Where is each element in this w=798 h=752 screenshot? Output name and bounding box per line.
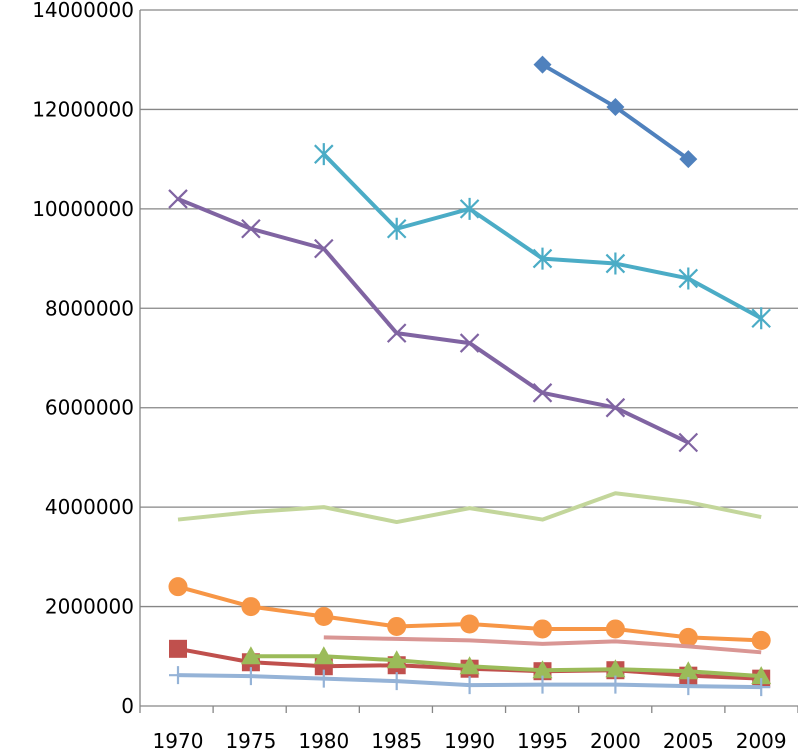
x-tick-labels: 1970 1975 1980 1985 1990 1995 2000 2005 2009 xyxy=(139,706,798,752)
series-line xyxy=(250,654,762,679)
data-point xyxy=(241,218,261,239)
data-point xyxy=(387,616,407,636)
series-group xyxy=(168,55,772,697)
data-point xyxy=(240,646,261,665)
y-tick-label: 12000000 xyxy=(32,97,134,121)
data-point xyxy=(169,639,187,658)
data-point xyxy=(678,432,699,453)
x-tick-label: 1985 xyxy=(371,729,422,752)
data-point xyxy=(533,55,552,74)
data-point xyxy=(606,675,625,694)
data-point xyxy=(459,197,480,220)
data-point xyxy=(678,267,699,290)
data-point xyxy=(679,150,698,169)
data-point xyxy=(314,607,334,627)
data-point xyxy=(751,307,771,330)
data-point xyxy=(532,247,553,270)
data-point xyxy=(606,97,625,116)
data-point xyxy=(678,661,699,680)
data-point xyxy=(605,659,626,678)
data-point xyxy=(460,676,479,695)
series-4 xyxy=(168,189,699,453)
data-point xyxy=(533,675,552,694)
data-point xyxy=(386,323,407,343)
data-point xyxy=(168,189,188,209)
x-tick-label: 2005 xyxy=(663,729,714,752)
series-line xyxy=(177,197,690,445)
series-line xyxy=(177,491,762,525)
data-point xyxy=(387,672,406,691)
data-point xyxy=(605,397,626,418)
data-point xyxy=(168,577,188,597)
data-point xyxy=(313,646,334,665)
y-tick-label: 4000000 xyxy=(45,495,134,519)
x-tick-label: 1975 xyxy=(225,729,276,752)
series-line xyxy=(323,635,762,655)
data-point xyxy=(532,383,553,403)
y-tick-label: 2000000 xyxy=(45,595,134,619)
x-tick-label: 2000 xyxy=(590,729,641,752)
data-point xyxy=(752,678,771,697)
series-7 xyxy=(169,666,771,697)
data-point xyxy=(678,627,698,647)
data-point xyxy=(386,650,407,669)
y-tick-label: 0 xyxy=(121,694,134,718)
series-5 xyxy=(314,143,771,330)
data-point xyxy=(386,217,407,240)
data-point xyxy=(679,677,698,696)
y-tick-labels: 0 2000000 4000000 6000000 8000000 10000000 120… xyxy=(32,0,134,718)
data-point xyxy=(169,666,187,685)
series-8 xyxy=(323,635,762,655)
data-point xyxy=(605,619,625,639)
series-6 xyxy=(168,577,771,650)
data-point xyxy=(605,252,626,275)
data-point xyxy=(459,656,480,675)
series-1 xyxy=(533,55,698,169)
series-3 xyxy=(240,646,772,685)
data-point xyxy=(751,666,772,685)
data-point xyxy=(459,333,480,353)
x-tick-label: 2009 xyxy=(736,729,787,752)
y-tick-label: 10000000 xyxy=(32,197,134,221)
series-9 xyxy=(177,491,762,525)
data-point xyxy=(241,667,260,686)
data-point xyxy=(460,614,480,634)
data-point xyxy=(241,597,261,617)
data-point xyxy=(532,660,553,679)
data-point xyxy=(314,238,334,259)
y-tick-label: 6000000 xyxy=(45,396,134,420)
x-tick-label: 1980 xyxy=(298,729,349,752)
data-point xyxy=(751,630,771,650)
data-point xyxy=(533,619,552,639)
data-point xyxy=(314,669,333,688)
y-tick-label: 14000000 xyxy=(32,0,134,22)
x-tick-label: 1970 xyxy=(153,729,204,752)
data-point xyxy=(314,143,334,166)
y-tick-label: 8000000 xyxy=(45,296,134,320)
x-tick-label: 1995 xyxy=(517,729,568,752)
x-tick-label: 1990 xyxy=(444,729,495,752)
